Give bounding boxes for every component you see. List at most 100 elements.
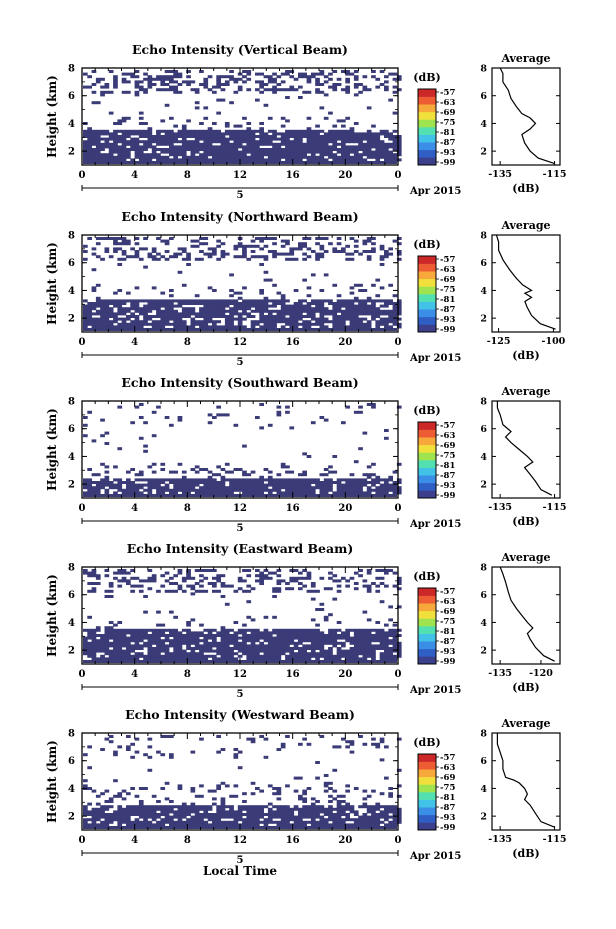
echo-cell <box>91 815 97 819</box>
y-axis-label: Height (km) <box>45 740 59 823</box>
echo-cell <box>121 145 127 149</box>
echo-cell <box>255 823 260 827</box>
echo-cell <box>298 140 303 144</box>
echo-cell <box>375 478 381 482</box>
echo-cell <box>199 302 204 305</box>
echo-cell <box>250 142 256 146</box>
echo-cell <box>160 88 166 92</box>
echo-cell <box>250 647 256 650</box>
echo-cell <box>224 628 230 632</box>
echo-cell <box>358 735 363 738</box>
echo-cell <box>349 320 355 324</box>
echo-cell <box>126 628 131 632</box>
echo-cell <box>319 473 325 477</box>
echo-cell <box>108 636 114 640</box>
echo-cell <box>203 145 209 149</box>
echo-cell <box>250 137 256 141</box>
echo-cell <box>199 654 204 658</box>
echo-cell <box>323 299 329 303</box>
echo-cell <box>169 75 174 79</box>
echo-cell <box>272 571 277 575</box>
echo-cell <box>224 641 230 645</box>
echo-cell <box>138 628 144 632</box>
echo-cell <box>199 307 204 311</box>
echo-cell <box>190 135 196 138</box>
echo-cell <box>310 639 316 643</box>
echo-cell <box>216 98 221 102</box>
echo-cell <box>302 452 307 456</box>
echo-cell <box>160 299 166 303</box>
echo-cell <box>276 569 282 572</box>
echo-cell <box>138 805 144 809</box>
echo-cell <box>220 634 226 637</box>
echo-cell <box>143 153 148 157</box>
echo-cell <box>345 302 350 305</box>
echo-cell <box>289 85 295 89</box>
echo-cell <box>212 320 217 324</box>
echo-cell <box>160 641 166 645</box>
echo-cell <box>216 132 221 136</box>
echo-cell <box>160 787 166 790</box>
echo-cell <box>186 142 191 146</box>
echo-cell <box>237 135 243 138</box>
avg-y-tick-label: 8 <box>480 231 487 242</box>
echo-cell <box>138 589 144 593</box>
echo-cell <box>229 815 234 819</box>
echo-cell <box>289 486 295 490</box>
echo-cell <box>233 483 239 487</box>
echo-cell <box>280 641 286 645</box>
echo-cell <box>177 652 183 656</box>
echo-cell <box>117 481 123 484</box>
echo-cell <box>323 473 329 477</box>
echo-cell <box>302 315 307 318</box>
echo-cell <box>147 252 153 256</box>
echo-cell <box>345 491 350 495</box>
echo-cell <box>280 742 286 746</box>
echo-cell <box>186 481 191 484</box>
echo-cell <box>267 320 273 324</box>
echo-cell <box>199 569 204 572</box>
echo-cell <box>293 77 299 81</box>
x-tick-label: 20 <box>338 835 352 846</box>
echo-cell <box>130 755 135 759</box>
echo-cell <box>250 129 256 133</box>
echo-cell <box>362 75 368 79</box>
echo-cell <box>358 641 363 645</box>
colorbar-swatch <box>418 316 436 325</box>
echo-cell <box>384 302 389 305</box>
echo-cell <box>143 449 148 453</box>
echo-cell <box>104 657 110 661</box>
echo-cell <box>259 304 264 308</box>
echo-cell <box>229 823 234 827</box>
echo-cell <box>242 244 247 248</box>
echo-cell <box>156 649 161 653</box>
echo-cell <box>117 148 123 151</box>
echo-cell <box>156 641 161 645</box>
echo-cell <box>349 150 355 154</box>
echo-cell <box>169 470 174 474</box>
echo-cell <box>117 150 123 154</box>
colorbar-swatch <box>418 807 436 816</box>
echo-cell <box>207 483 213 487</box>
echo-cell <box>229 641 234 645</box>
echo-cell <box>134 639 140 643</box>
echo-cell <box>164 644 170 648</box>
echo-cell <box>272 142 277 146</box>
echo-cell <box>319 649 325 653</box>
echo-cell <box>126 647 131 650</box>
echo-cell <box>104 789 110 793</box>
month-year-label: Apr 2015 <box>409 685 461 696</box>
echo-cell <box>353 75 359 79</box>
echo-cell <box>216 647 221 650</box>
echo-cell <box>87 647 92 650</box>
echo-cell <box>242 644 247 648</box>
echo-cell <box>126 116 131 120</box>
echo-cell <box>384 129 389 133</box>
echo-cell <box>259 649 264 653</box>
echo-cell <box>259 237 264 240</box>
echo-cell <box>328 818 333 822</box>
echo-cell <box>207 470 213 474</box>
echo-cell <box>83 299 88 303</box>
echo-cell <box>113 325 118 329</box>
echo-cell <box>353 641 359 645</box>
